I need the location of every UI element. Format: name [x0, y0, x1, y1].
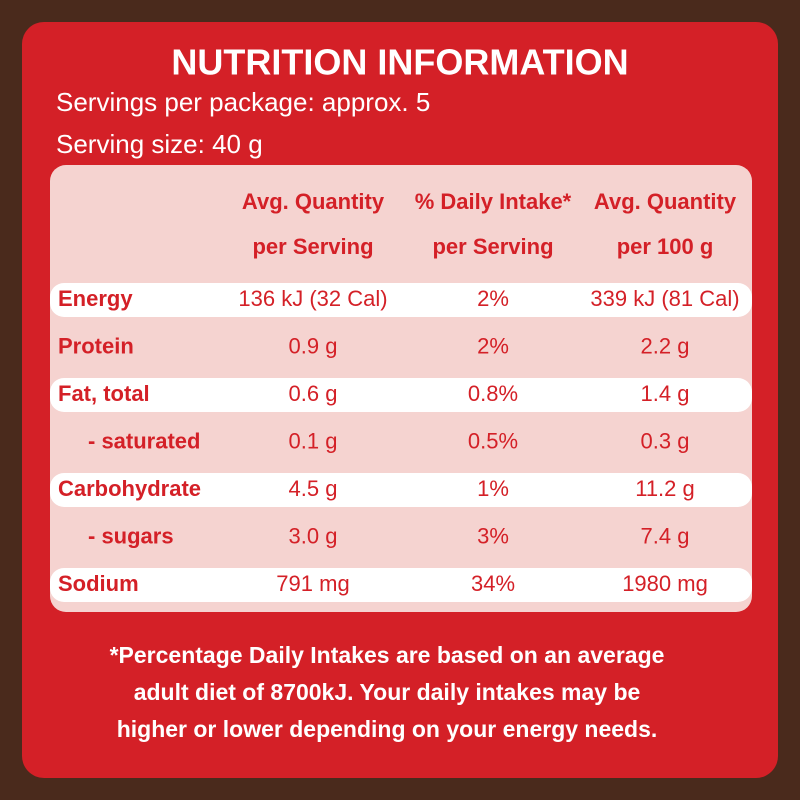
- serving-size: Serving size: 40 g: [56, 129, 263, 159]
- cell: 7.4 g: [641, 523, 690, 548]
- row-label: Protein: [58, 333, 134, 358]
- column-header: % Daily Intake*: [415, 189, 572, 214]
- cell: 136 kJ (32 Cal): [238, 286, 387, 311]
- cell: 339 kJ (81 Cal): [590, 286, 739, 311]
- cell: 0.3 g: [641, 428, 690, 453]
- column-header: per Serving: [252, 234, 373, 259]
- cell: 1%: [477, 476, 509, 501]
- cell: 1.4 g: [641, 381, 690, 406]
- column-header: per Serving: [432, 234, 553, 259]
- column-header: per 100 g: [617, 234, 714, 259]
- footnote-line: higher or lower depending on your energy…: [117, 716, 658, 742]
- title: NUTRITION INFORMATION: [171, 42, 628, 83]
- row-label: Energy: [58, 286, 133, 311]
- cell: 11.2 g: [635, 476, 695, 501]
- cell: 0.1 g: [289, 428, 338, 453]
- row-label: Carbohydrate: [58, 476, 201, 501]
- cell: 2%: [477, 286, 509, 311]
- cell: 3%: [477, 523, 509, 548]
- row-label: Fat, total: [58, 381, 150, 406]
- row-band: [50, 378, 752, 412]
- cell: 3.0 g: [289, 523, 338, 548]
- cell: 0.8%: [468, 381, 518, 406]
- cell: 2%: [477, 333, 509, 358]
- cell: 4.5 g: [289, 476, 338, 501]
- column-header: Avg. Quantity: [594, 189, 737, 214]
- servings: Servings per package: approx. 5: [56, 87, 430, 117]
- cell: 0.6 g: [289, 381, 338, 406]
- footnote-line: adult diet of 8700kJ. Your daily intakes…: [134, 679, 641, 705]
- row-band: [50, 473, 752, 507]
- footnote-line: *Percentage Daily Intakes are based on a…: [110, 642, 665, 668]
- row-label: - sugars: [88, 523, 174, 548]
- column-header: Avg. Quantity: [242, 189, 385, 214]
- cell: 34%: [471, 571, 515, 596]
- cell: 791 mg: [276, 571, 349, 596]
- footnote: *Percentage Daily Intakes are based on a…: [110, 642, 665, 742]
- cell: 0.5%: [468, 428, 518, 453]
- cell: 1980 mg: [622, 571, 708, 596]
- row-label: Sodium: [58, 571, 139, 596]
- cell: 2.2 g: [641, 333, 690, 358]
- row-band: [50, 283, 752, 317]
- row-band: [50, 568, 752, 602]
- table: Avg. Quantity per Serving % Daily Intake* p…: [50, 189, 752, 602]
- cell: 0.9 g: [289, 333, 338, 358]
- row-label: - saturated: [88, 428, 200, 453]
